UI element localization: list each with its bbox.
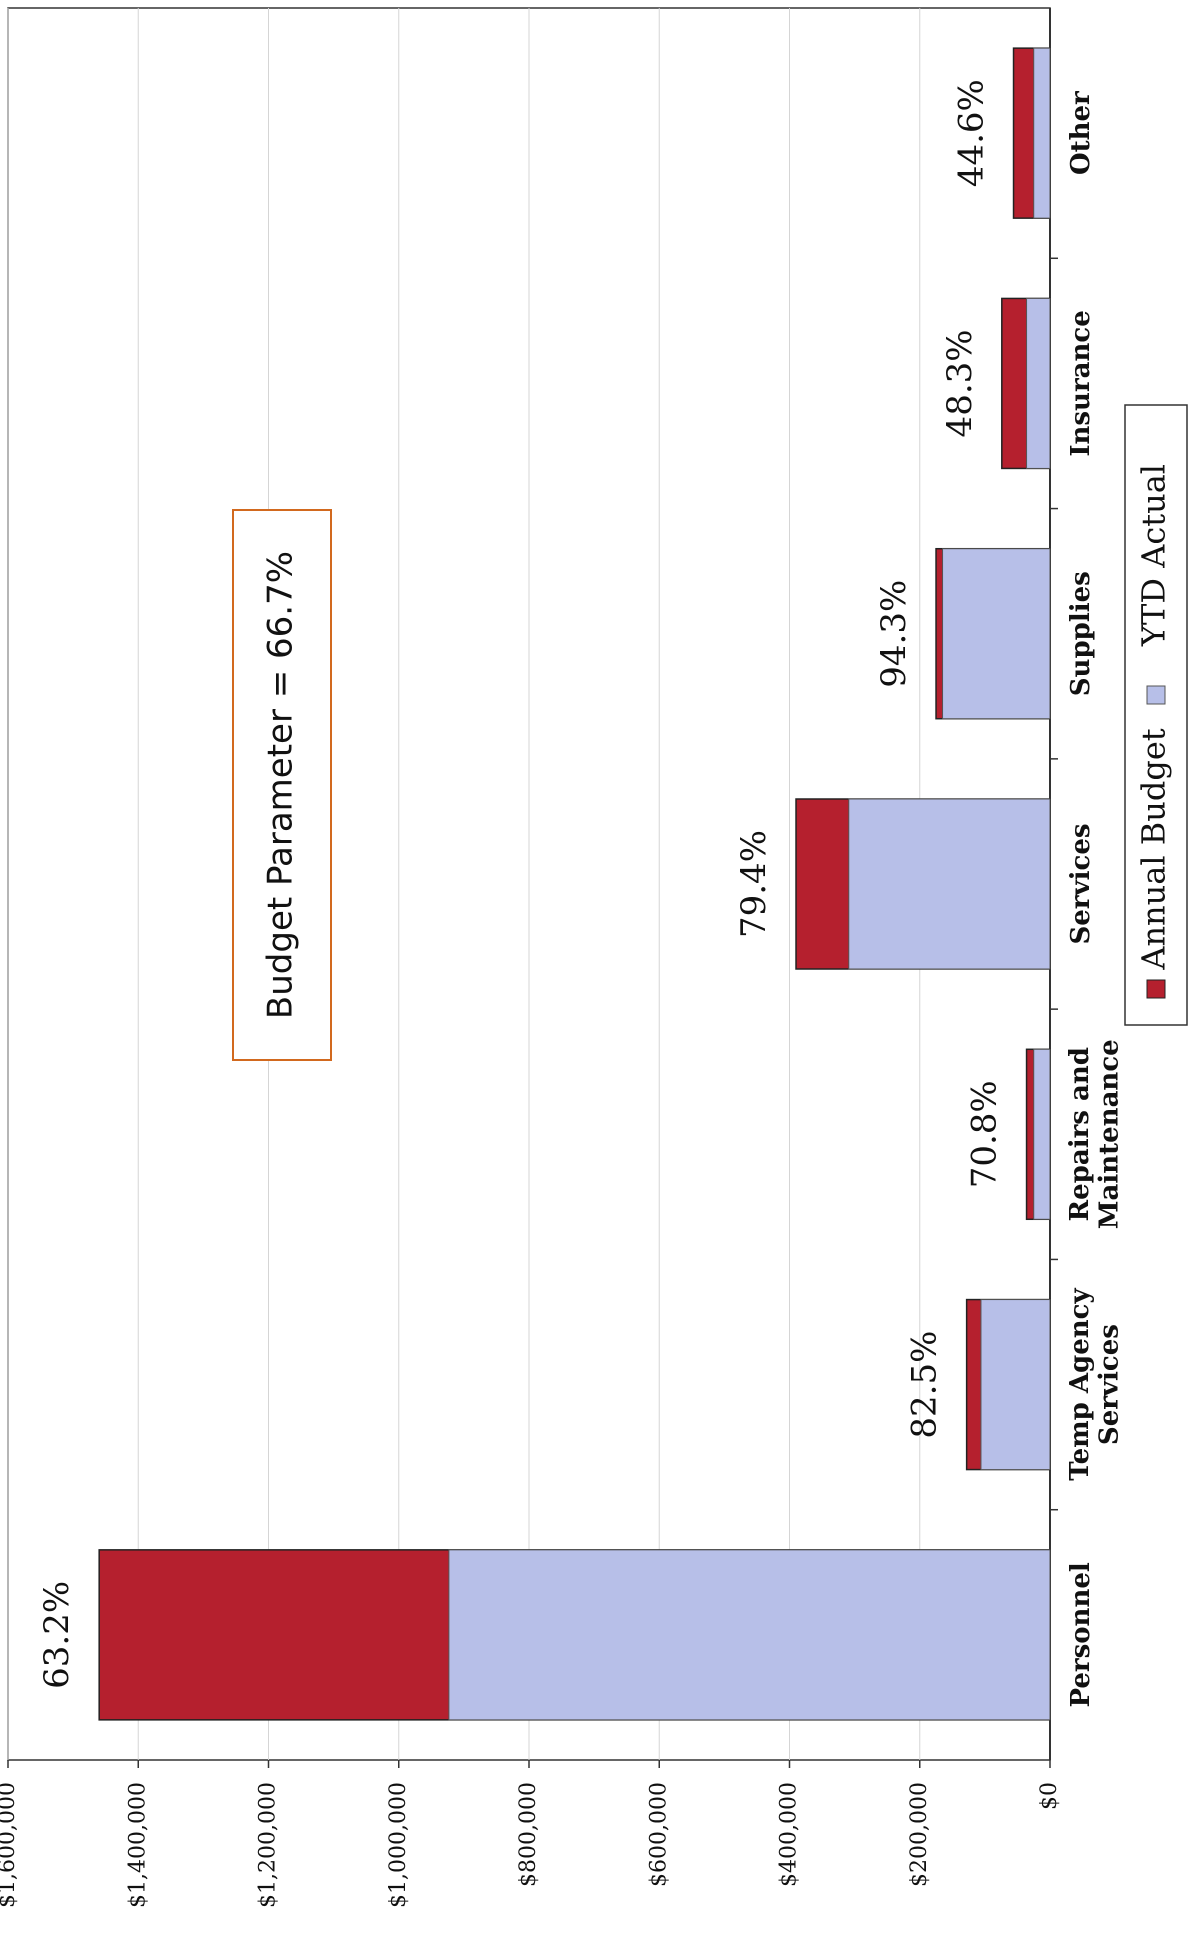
data-label: 70.8% <box>965 1080 1005 1188</box>
bar-ytd-actual[interactable] <box>942 548 1051 720</box>
data-label: 44.6% <box>952 79 992 187</box>
category-label: Personnel <box>1066 1562 1096 1707</box>
annotation-text: Budget Parameter = 66.7% <box>261 551 301 1019</box>
legend-label-ytd-actual: YTD Actual <box>1135 464 1173 647</box>
y-tick-label: $1,600,000 <box>0 1782 20 1908</box>
y-tick-label: $1,000,000 <box>386 1782 411 1908</box>
annotation-box <box>232 509 332 1061</box>
category-label: Supplies <box>1066 571 1096 696</box>
data-label: 63.2% <box>37 1581 77 1689</box>
data-label: 48.3% <box>940 329 980 437</box>
y-tick-label: $1,400,000 <box>125 1782 150 1908</box>
chart-root: $0 $200,000 $400,000 $600,000 $800,000 $1,000… <box>0 7 1188 1908</box>
bar-ytd-actual[interactable] <box>1026 297 1051 469</box>
category-label: Insurance <box>1066 310 1096 456</box>
data-label: 79.4% <box>734 830 774 938</box>
y-tick-label: $600,000 <box>646 1782 671 1887</box>
data-label: 94.3% <box>874 580 914 688</box>
category-label: Other <box>1066 91 1096 175</box>
y-tick-label: $400,000 <box>777 1782 802 1887</box>
y-tick-label: $200,000 <box>907 1782 932 1887</box>
legend-box <box>1124 404 1188 1026</box>
category-label: Services <box>1066 823 1096 944</box>
legend-swatch-annual-budget <box>1146 979 1166 999</box>
data-label: 82.5% <box>905 1331 945 1439</box>
bar-ytd-actual[interactable] <box>1033 47 1051 219</box>
legend-swatch-ytd-actual <box>1146 685 1166 705</box>
y-tick-label: $800,000 <box>516 1782 541 1887</box>
bar-ytd-actual[interactable] <box>448 1549 1051 1721</box>
legend-label-annual-budget: Annual Budget <box>1135 728 1173 970</box>
category-label: Temp AgencyServices <box>1065 1287 1125 1480</box>
y-tick-label: $0 <box>1037 1782 1062 1810</box>
bar-ytd-actual[interactable] <box>980 1299 1051 1471</box>
bar-ytd-actual[interactable] <box>848 798 1051 970</box>
y-tick-label: $1,200,000 <box>256 1782 281 1908</box>
category-label: Repairs andMaintenance <box>1065 1039 1125 1229</box>
bar-ytd-actual[interactable] <box>1033 1048 1051 1220</box>
